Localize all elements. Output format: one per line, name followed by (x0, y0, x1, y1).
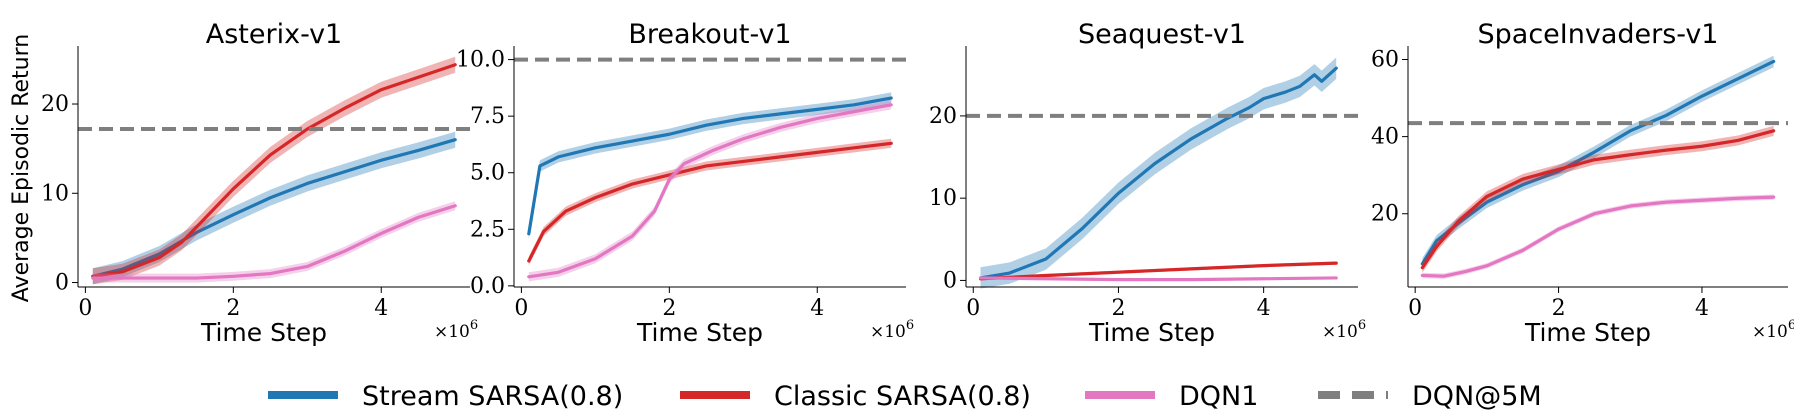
x-tick-label: 0 (966, 296, 980, 321)
series-line (1420, 129, 1776, 270)
y-tick-label: 0 (55, 271, 69, 296)
series-band (1422, 194, 1774, 279)
x-tick-label: 4 (810, 296, 824, 321)
series-line (527, 103, 893, 279)
x-tick-label: 2 (1552, 296, 1566, 321)
x-axis-multiplier: ×106 (434, 318, 478, 342)
panel-title: Breakout-v1 (628, 19, 791, 50)
x-axis-multiplier: ×106 (1322, 318, 1366, 342)
y-tick-label: 7.5 (470, 104, 505, 129)
series-line (978, 261, 1338, 281)
series-band (528, 92, 892, 240)
panel-title: Seaquest-v1 (1078, 19, 1246, 50)
x-tick-label: 4 (1695, 296, 1709, 321)
legend-label: Classic SARSA(0.8) (774, 381, 1031, 412)
series-band (92, 131, 456, 285)
y-tick-label: 20 (1371, 202, 1399, 227)
y-tick-label: 40 (1371, 125, 1399, 150)
y-tick-label: 0.0 (470, 274, 505, 299)
x-tick-label: 2 (662, 296, 676, 321)
series-band (1422, 55, 1774, 270)
series-line (978, 276, 1338, 282)
series-line (91, 138, 457, 278)
y-tick-label: 10 (41, 181, 69, 206)
y-axis-label: Average Episodic Return (9, 34, 34, 302)
panel-title: SpaceInvaders-v1 (1478, 19, 1719, 50)
y-tick-label: 10 (929, 186, 957, 211)
x-axis-multiplier: ×106 (1752, 318, 1794, 342)
panel-1: Asterix-v1 0 10 20 0 2 4 Time Step ×106 (41, 19, 478, 347)
panel-2: Breakout-v1 0.0 2.5 5.0 7.5 10.0 0 2 4 Time Step ×… (456, 19, 914, 347)
x-tick-label: 2 (1111, 296, 1125, 321)
legend-item: Classic SARSA(0.8) (680, 381, 1031, 412)
legend-item: Stream SARSA(0.8) (268, 381, 623, 412)
legend-label: DQN@5M (1412, 381, 1542, 412)
x-axis-label: Time Step (1088, 318, 1215, 347)
x-tick-label: 0 (78, 296, 92, 321)
y-tick-label: 2.5 (470, 217, 505, 242)
x-tick-label: 2 (226, 296, 240, 321)
y-tick-label: 5.0 (470, 161, 505, 186)
x-tick-label: 0 (514, 296, 528, 321)
legend-label: DQN1 (1179, 381, 1258, 412)
x-axis-multiplier: ×106 (870, 318, 914, 342)
legend-item: DQN1 (1085, 381, 1258, 412)
y-tick-label: 60 (1371, 47, 1399, 72)
series-line (978, 66, 1338, 280)
x-axis-label: Time Step (1524, 318, 1651, 347)
x-tick-label: 4 (374, 296, 388, 321)
series-line (91, 204, 457, 280)
y-tick-label: 20 (929, 104, 957, 129)
x-axis-label: Time Step (636, 318, 763, 347)
y-tick-label: 20 (41, 92, 69, 117)
panel-title: Asterix-v1 (206, 19, 343, 50)
series-line (1420, 195, 1776, 278)
series-band (92, 201, 456, 283)
series-line (527, 141, 893, 263)
x-tick-label: 4 (1257, 296, 1271, 321)
x-tick-label: 0 (1408, 296, 1422, 321)
legend-item: DQN@5M (1318, 381, 1542, 412)
legend: Stream SARSA(0.8) Classic SARSA(0.8) DQN1 D… (268, 381, 1542, 412)
legend-label: Stream SARSA(0.8) (362, 381, 623, 412)
panel-3: Seaquest-v1 0 10 20 0 2 4 Time Step ×106 (929, 19, 1366, 347)
x-axis-label: Time Step (200, 318, 327, 347)
panel-4: SpaceInvaders-v1 20 40 60 0 2 4 Time Step ×106 (1371, 19, 1794, 347)
series-line (527, 96, 893, 236)
series-line (91, 63, 457, 278)
y-tick-label: 10.0 (456, 48, 505, 73)
series-band (92, 56, 456, 285)
y-tick-label: 0 (943, 268, 957, 293)
